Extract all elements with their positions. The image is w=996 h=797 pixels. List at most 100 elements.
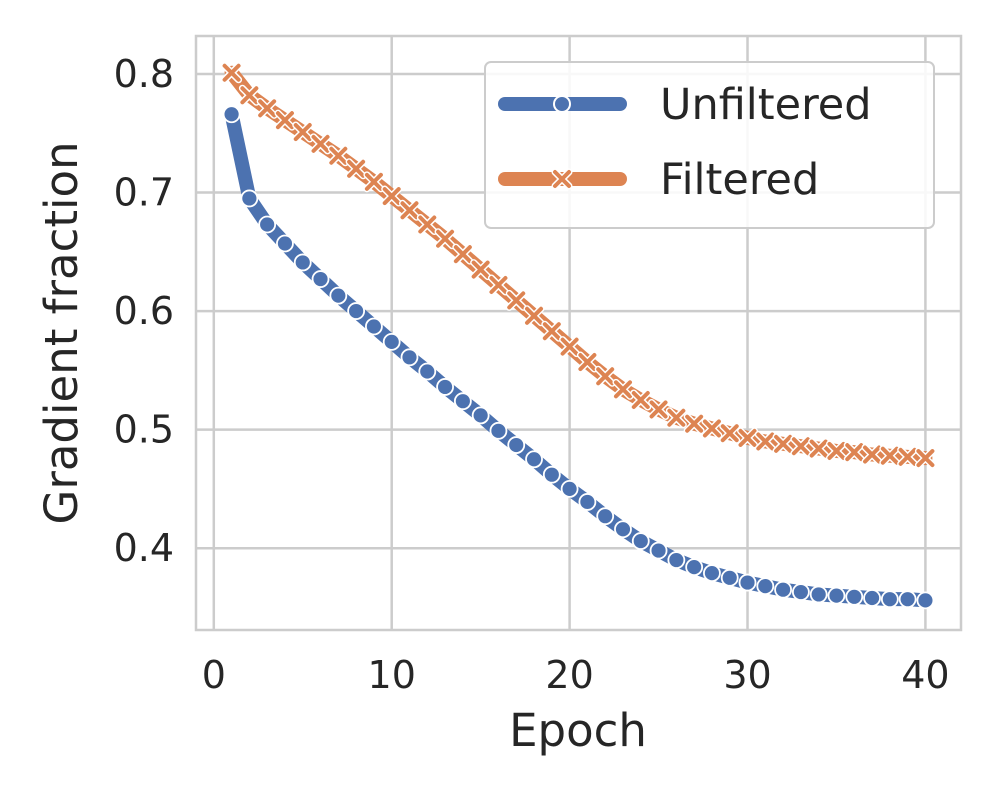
data-point-filtered: [363, 171, 385, 193]
x-axis-ticks: 0 10 20 30 40: [202, 653, 950, 697]
data-point-filtered: [470, 259, 492, 281]
data-point-filtered: [897, 446, 919, 468]
data-point-unfiltered: [240, 189, 259, 208]
legend-label-filtered: Filtered: [660, 155, 819, 205]
y-axis-title: Gradient fraction: [35, 141, 88, 524]
data-point-filtered: [861, 444, 883, 466]
series: [221, 62, 936, 610]
x-tick-label: 30: [723, 653, 771, 697]
data-point-unfiltered: [293, 253, 312, 272]
data-point-filtered: [612, 378, 634, 400]
data-point-unfiltered: [685, 558, 704, 577]
data-point-unfiltered: [507, 436, 526, 454]
y-tick-label: 0.5: [114, 408, 174, 452]
data-point-filtered: [630, 389, 652, 411]
data-point-unfiltered: [916, 591, 935, 610]
data-point-filtered: [843, 441, 865, 463]
y-axis-ticks: 0.4 0.5 0.6 0.7 0.8: [114, 52, 174, 570]
data-point-filtered: [914, 447, 936, 469]
x-tick-label: 10: [368, 653, 416, 697]
data-point-unfiltered: [898, 590, 917, 609]
plot-frame: [194, 34, 963, 632]
data-point-filtered: [790, 435, 812, 457]
legend: Unfiltered Filtered: [484, 61, 935, 229]
data-point-filtered: [648, 398, 670, 420]
data-point-filtered: [434, 228, 456, 250]
x-tick-label: 0: [202, 653, 226, 697]
data-point-unfiltered: [614, 520, 632, 539]
data-point-filtered: [523, 305, 545, 327]
data-point-unfiltered: [827, 586, 846, 605]
data-point-filtered: [879, 445, 901, 467]
data-point-unfiltered: [774, 580, 792, 599]
data-point-unfiltered: [880, 590, 899, 609]
data-point-unfiltered: [311, 270, 330, 288]
data-point-unfiltered: [276, 234, 294, 253]
data-point-unfiltered: [560, 480, 579, 498]
data-point-filtered: [398, 199, 420, 221]
x-axis-title: Epoch: [509, 704, 647, 757]
data-point-filtered: [825, 440, 847, 462]
data-point-unfiltered: [720, 568, 739, 587]
y-tick-label: 0.7: [114, 171, 174, 215]
data-point-filtered: [256, 97, 278, 119]
data-point-unfiltered: [258, 215, 277, 234]
data-point-filtered: [559, 336, 581, 358]
legend-marker-filtered: [551, 168, 573, 190]
x-tick-label: 20: [545, 653, 593, 697]
data-point-filtered: [452, 243, 474, 265]
data-point-unfiltered: [845, 587, 864, 606]
series-line-unfiltered: [224, 107, 933, 608]
data-point-unfiltered: [489, 421, 508, 440]
data-point-filtered: [274, 109, 296, 131]
data-point-unfiltered: [453, 392, 472, 411]
data-point-unfiltered: [649, 541, 668, 560]
data-point-filtered: [701, 417, 723, 439]
data-point-unfiltered: [667, 551, 686, 569]
data-point-unfiltered: [222, 105, 241, 124]
data-point-filtered: [665, 407, 687, 429]
data-point-filtered: [416, 214, 438, 236]
data-point-filtered: [754, 430, 776, 452]
data-point-unfiltered: [791, 583, 810, 601]
data-point-filtered: [505, 289, 527, 311]
data-point-filtered: [576, 351, 598, 373]
data-point-unfiltered: [365, 317, 383, 336]
data-point-unfiltered: [863, 589, 881, 607]
data-point-filtered: [683, 413, 705, 435]
y-tick-label: 0.4: [114, 526, 174, 570]
legend-label-unfiltered: Unfiltered: [660, 80, 872, 130]
data-point-unfiltered: [596, 507, 615, 526]
data-point-filtered: [737, 427, 759, 449]
data-point-filtered: [238, 84, 260, 106]
data-point-unfiltered: [382, 332, 401, 351]
data-point-unfiltered: [471, 406, 490, 425]
data-point-unfiltered: [631, 532, 650, 550]
y-tick-label: 0.6: [114, 289, 174, 333]
data-point-unfiltered: [525, 450, 543, 469]
data-point-unfiltered: [578, 493, 597, 511]
data-point-filtered: [487, 274, 509, 296]
data-point-filtered: [808, 438, 830, 460]
data-point-filtered: [345, 158, 367, 180]
data-point-unfiltered: [756, 577, 775, 596]
data-point-filtered: [381, 185, 403, 207]
data-point-filtered: [221, 62, 243, 84]
data-point-filtered: [292, 121, 314, 143]
data-point-unfiltered: [542, 465, 561, 484]
data-point-unfiltered: [809, 585, 828, 604]
data-point-filtered: [310, 133, 332, 155]
data-point-unfiltered: [400, 348, 419, 367]
data-point-unfiltered: [347, 302, 366, 320]
data-point-filtered: [719, 422, 741, 444]
data-point-filtered: [772, 433, 794, 455]
data-point-unfiltered: [436, 378, 454, 396]
y-tick-label: 0.8: [114, 52, 174, 96]
data-point-filtered: [594, 365, 616, 387]
data-point-unfiltered: [738, 573, 757, 592]
data-point-unfiltered: [703, 564, 721, 582]
data-point-filtered: [541, 320, 563, 342]
x-tick-label: 40: [901, 653, 949, 697]
data-point-filtered: [327, 145, 349, 167]
